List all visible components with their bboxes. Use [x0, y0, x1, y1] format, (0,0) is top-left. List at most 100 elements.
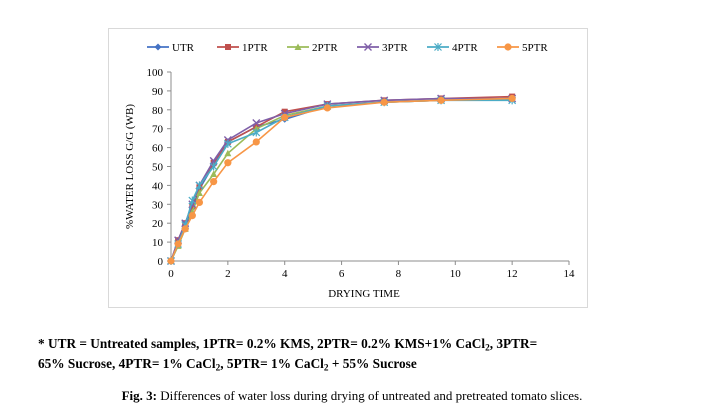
legend-label: 4PTR	[452, 42, 478, 54]
data-point-5ptr	[380, 98, 388, 106]
square-marker	[281, 108, 288, 115]
circle-marker	[210, 178, 218, 186]
data-point-5ptr	[188, 212, 196, 220]
circle-marker	[167, 257, 175, 265]
data-point-5ptr	[174, 240, 182, 248]
x-tick-label: 4	[282, 268, 288, 280]
circle-marker	[224, 159, 232, 167]
footnote-line-2: 65% Sucrose, 4PTR= 1% CaCl2, 5PTR= 1% Ca…	[38, 354, 678, 374]
x-tick-label: 0	[168, 268, 174, 280]
footnote-text: 65% Sucrose, 4PTR= 1% CaCl	[38, 356, 216, 371]
legend-marker	[504, 43, 512, 51]
caption-text: Differences of water loss during drying …	[157, 388, 583, 403]
line-chart: 0 2 4 6 8 10 12 14 0 10 20 30 40 50 60 70 80 90 100 DRYING …	[124, 42, 576, 300]
data-point-5ptr	[281, 113, 289, 121]
triangle-marker	[224, 149, 232, 157]
data-point-4ptr	[209, 162, 218, 171]
data-point-2ptr	[210, 170, 218, 178]
legend-item-5ptr: 5PTR	[497, 42, 548, 54]
data-point-3ptr	[252, 119, 261, 128]
circle-marker	[281, 113, 289, 121]
footnote-text: + 55% Sucrose	[328, 356, 417, 371]
star-marker	[195, 181, 204, 190]
x-tick-label: 8	[396, 268, 402, 280]
triangle-marker	[210, 170, 218, 178]
circle-marker	[380, 98, 388, 106]
x-marker	[252, 119, 261, 128]
star-marker	[434, 43, 442, 51]
data-point-5ptr	[323, 104, 331, 112]
chart-frame: 0 2 4 6 8 10 12 14 0 10 20 30 40 50 60 70 80 90 100 DRYING …	[108, 28, 588, 308]
subscript: 2	[215, 363, 221, 374]
legend-marker	[294, 43, 302, 50]
x-marker	[364, 43, 372, 51]
x-axis-title: DRYING TIME	[328, 288, 400, 300]
triangle-marker	[294, 43, 302, 50]
legend-marker	[364, 43, 372, 51]
data-point-4ptr	[188, 196, 197, 205]
x-tick-label: 10	[450, 268, 462, 280]
x-tick-label: 12	[507, 268, 518, 280]
legend-label: 1PTR	[242, 42, 268, 54]
subscript: 2	[323, 363, 329, 374]
series-line-3ptr	[170, 97, 513, 262]
data-point-5ptr	[437, 96, 445, 104]
data-point-2ptr	[195, 189, 203, 196]
data-point-2ptr	[224, 149, 232, 157]
legend-label: 5PTR	[522, 42, 548, 54]
caption-label: Fig. 3:	[121, 388, 157, 403]
series-line-1ptr	[170, 95, 513, 262]
data-point-5ptr	[508, 94, 516, 103]
series-line-5ptr	[170, 97, 513, 262]
circle-marker	[437, 96, 445, 104]
star-marker	[209, 162, 218, 171]
circle-marker	[323, 104, 331, 112]
circle-marker	[504, 43, 512, 51]
legend-label: 3PTR	[382, 42, 408, 54]
legend-item-2ptr: 2PTR	[287, 42, 338, 54]
legend-marker	[154, 43, 162, 51]
legend-item-1ptr: 1PTR	[217, 42, 268, 54]
y-tick-label: 50	[152, 162, 164, 174]
y-tick-label: 60	[152, 143, 164, 155]
data-point-4ptr	[223, 139, 232, 148]
circle-marker	[508, 94, 516, 103]
series-line-4ptr	[170, 99, 513, 262]
legend-item-3ptr: 3PTR	[357, 42, 408, 54]
y-tick-label: 30	[152, 199, 164, 211]
x-tick-label: 6	[339, 268, 345, 280]
subscript: 2	[485, 343, 490, 354]
star-marker	[188, 196, 197, 205]
y-axis-title: %WATER LOSS G/G (WB)	[124, 104, 136, 229]
data-point-4ptr	[252, 128, 261, 137]
data-point-1ptr	[281, 108, 288, 115]
y-tick-label: 10	[152, 237, 164, 249]
y-tick-label: 20	[152, 218, 164, 230]
legend-label: UTR	[172, 42, 195, 54]
y-tick-label: 0	[158, 256, 164, 268]
footnote-text: , 3PTR=	[489, 336, 538, 351]
y-tick-label: 70	[152, 124, 164, 136]
abbreviation-footnote: * UTR = Untreated samples, 1PTR= 0.2% KM…	[38, 334, 678, 374]
y-tick-label: 40	[152, 180, 164, 192]
x-tick-label: 14	[564, 268, 576, 280]
y-tick-label: 80	[152, 105, 164, 117]
footnote-text: , 5PTR= 1% CaCl	[220, 356, 324, 371]
y-tick-label: 90	[152, 86, 164, 98]
data-point-4ptr	[195, 181, 204, 190]
series-line-2ptr	[170, 97, 513, 262]
diamond-marker	[154, 43, 162, 51]
data-point-5ptr	[167, 257, 175, 265]
circle-marker	[195, 198, 204, 207]
series-line-utr	[170, 97, 513, 262]
x-tick-label: 2	[225, 268, 231, 280]
y-tick-label: 100	[147, 67, 164, 79]
triangle-marker	[195, 189, 203, 196]
circle-marker	[181, 225, 189, 233]
footnote-line-1: * UTR = Untreated samples, 1PTR= 0.2% KM…	[38, 334, 678, 354]
figure-caption: Fig. 3: Differences of water loss during…	[0, 388, 704, 404]
legend-marker	[225, 44, 231, 50]
data-point-5ptr	[195, 198, 204, 207]
square-marker	[225, 44, 231, 50]
circle-marker	[174, 240, 182, 248]
